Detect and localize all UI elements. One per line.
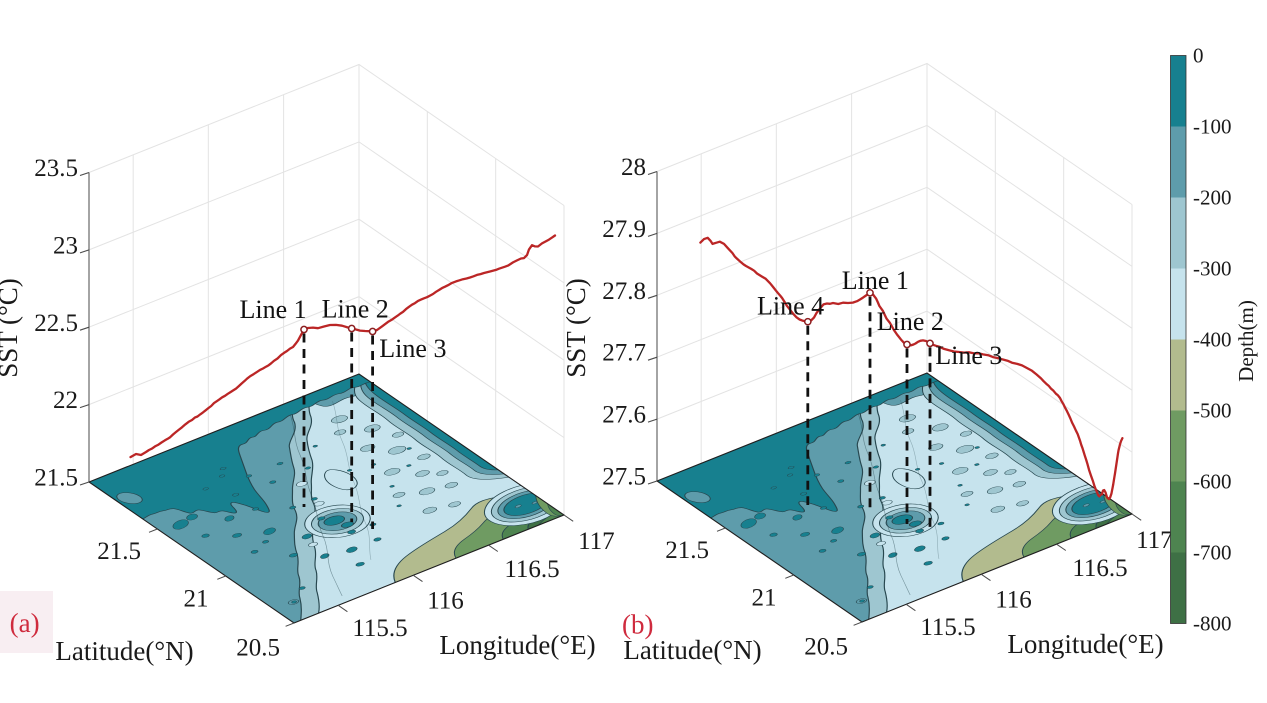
svg-text:Longitude(°E): Longitude(°E): [439, 630, 595, 660]
svg-text:117: 117: [1136, 527, 1173, 554]
svg-text:SST (°C): SST (°C): [561, 278, 591, 378]
svg-text:21.5: 21.5: [34, 465, 78, 492]
svg-text:Latitude(°N): Latitude(°N): [55, 636, 193, 666]
svg-text:116.5: 116.5: [1072, 555, 1127, 582]
svg-text:-400: -400: [1193, 328, 1232, 352]
svg-text:23: 23: [53, 232, 78, 259]
svg-text:21: 21: [184, 586, 209, 613]
svg-text:(b): (b): [622, 610, 653, 640]
svg-text:-800: -800: [1193, 612, 1232, 636]
svg-text:Latitude(°N): Latitude(°N): [623, 635, 761, 665]
svg-text:SST (°C): SST (°C): [0, 278, 23, 378]
svg-text:115.5: 115.5: [920, 614, 975, 641]
svg-text:22.5: 22.5: [34, 310, 78, 337]
svg-text:27.7: 27.7: [602, 340, 646, 367]
svg-text:21: 21: [752, 585, 777, 612]
svg-text:Depth(m): Depth(m): [1234, 300, 1258, 382]
svg-text:-200: -200: [1193, 186, 1232, 210]
svg-text:20.5: 20.5: [236, 635, 280, 662]
svg-text:116: 116: [995, 587, 1032, 614]
svg-text:27.6: 27.6: [602, 402, 646, 429]
svg-text:22: 22: [53, 387, 78, 414]
svg-text:27.9: 27.9: [602, 216, 646, 243]
svg-text:-500: -500: [1193, 399, 1232, 423]
svg-text:23.5: 23.5: [34, 155, 78, 182]
svg-text:-600: -600: [1193, 470, 1232, 494]
svg-text:Longitude(°E): Longitude(°E): [1007, 629, 1163, 659]
svg-text:115.5: 115.5: [352, 615, 407, 642]
svg-text:116.5: 116.5: [504, 556, 559, 583]
svg-text:(a): (a): [10, 608, 40, 638]
svg-text:116: 116: [427, 588, 464, 615]
svg-text:-700: -700: [1193, 541, 1232, 565]
svg-text:Line 2: Line 2: [322, 294, 389, 323]
svg-text:21.5: 21.5: [665, 537, 709, 564]
svg-text:Line 3: Line 3: [379, 334, 446, 363]
svg-text:Line 3: Line 3: [935, 341, 1002, 370]
svg-text:0: 0: [1193, 44, 1204, 68]
svg-text:20.5: 20.5: [804, 634, 848, 661]
svg-text:-300: -300: [1193, 257, 1232, 281]
svg-text:Line 1: Line 1: [240, 295, 307, 324]
svg-text:27.8: 27.8: [602, 278, 646, 305]
svg-text:-100: -100: [1193, 115, 1232, 139]
svg-text:Line 1: Line 1: [842, 266, 909, 295]
svg-text:117: 117: [578, 528, 615, 555]
svg-text:28: 28: [621, 154, 646, 181]
svg-text:Line 2: Line 2: [877, 307, 944, 336]
svg-text:Line 4: Line 4: [757, 291, 824, 320]
svg-text:27.5: 27.5: [602, 464, 646, 491]
svg-text:21.5: 21.5: [97, 538, 141, 565]
